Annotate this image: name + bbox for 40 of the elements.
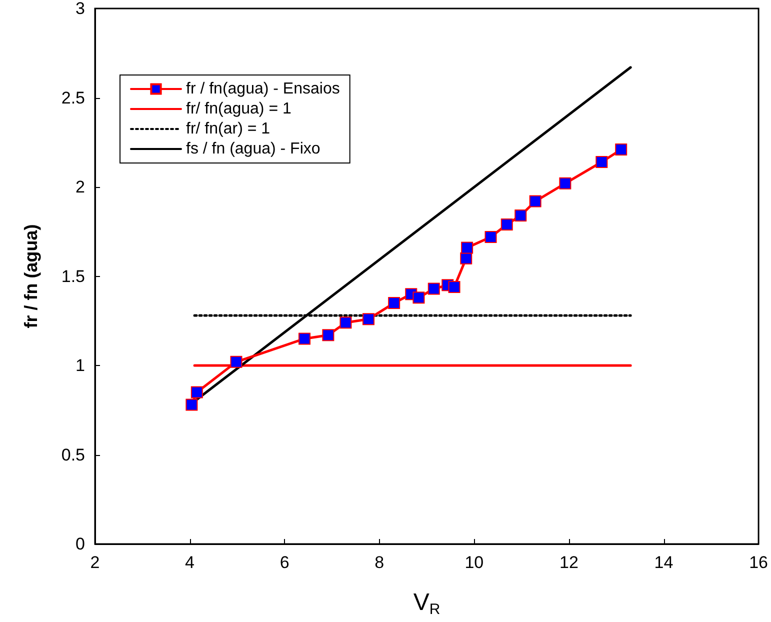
x-tick-label: 14 — [654, 553, 674, 572]
legend-label: fr/ fn(ar) = 1 — [186, 120, 270, 138]
y-axis-title: fr / fn (agua) — [21, 224, 41, 328]
point — [190, 386, 203, 398]
legend-label: fs / fn (agua) - Fixo — [186, 140, 320, 158]
point — [461, 242, 474, 254]
y-tick-label: 2.5 — [61, 88, 85, 108]
x-tick-label: 4 — [185, 553, 195, 572]
point — [460, 252, 472, 264]
x-tick-label: 6 — [280, 553, 290, 572]
y-tick-label: 0 — [76, 534, 85, 554]
point — [596, 156, 608, 168]
point — [428, 282, 440, 295]
point — [448, 280, 460, 293]
x-tick-label: 12 — [560, 553, 578, 572]
x-tick-label: 8 — [374, 553, 384, 572]
point — [412, 292, 425, 304]
x-tick-label: 16 — [749, 553, 768, 572]
y-tick-label: 2 — [76, 178, 85, 196]
point — [362, 313, 374, 326]
point — [322, 329, 334, 342]
point — [484, 230, 497, 243]
y-tick-label: 1.5 — [61, 266, 85, 286]
legend-label: fr / fn(agua) - Ensaios — [186, 80, 340, 98]
point — [514, 210, 527, 222]
point — [559, 177, 572, 190]
point — [615, 144, 628, 156]
point — [500, 218, 513, 230]
point — [529, 195, 542, 208]
x-tick-label: 2 — [90, 553, 100, 572]
point — [230, 356, 242, 368]
y-tick-label: 1 — [76, 356, 85, 375]
point — [298, 332, 310, 345]
point — [186, 398, 198, 411]
y-tick-label: 3 — [76, 0, 85, 18]
x-tick-label: 10 — [464, 553, 484, 572]
point — [388, 297, 400, 310]
y-tick-label: 0.5 — [61, 445, 85, 464]
point — [340, 316, 352, 329]
legend-label: fr/ fn(agua) = 1 — [186, 100, 292, 118]
